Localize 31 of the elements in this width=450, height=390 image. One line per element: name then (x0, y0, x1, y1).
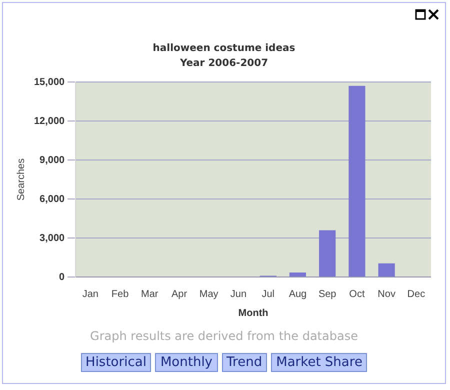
y-tick-label: 3,000 (40, 232, 66, 244)
text: Graph results are derived from the database (89, 329, 359, 343)
x-tick-label: Jan (82, 288, 98, 300)
bar (289, 272, 306, 276)
x-tick-label: Apr (171, 288, 188, 300)
x-tick-label: Dec (407, 288, 426, 300)
y-tick-label: 9,000 (40, 154, 66, 166)
x-tick-label: Jun (230, 288, 247, 300)
x-tick-label: Mar (141, 288, 159, 300)
chart-title: halloween costume ideas (152, 42, 296, 56)
x-tick-label: Feb (111, 288, 130, 300)
y-tick-label: 15,000 (34, 76, 66, 88)
x-tick-label: Nov (378, 288, 396, 300)
text: Monthly (155, 353, 218, 372)
bar (378, 263, 395, 276)
chart-subtitle: Year 2006-2007 (178, 57, 270, 71)
bar (348, 86, 366, 276)
y-axis-title: Searches (16, 158, 27, 201)
text: Market Share (271, 353, 368, 372)
bar (319, 230, 336, 276)
x-axis-title: Month (238, 308, 268, 319)
x-tick-label: Oct (349, 288, 365, 300)
x-tick-label: May (199, 288, 218, 300)
x-tick-label: Sep (318, 288, 337, 300)
text: Trend (222, 353, 268, 372)
x-tick-label: Jul (262, 288, 274, 300)
y-tick-label: 12,000 (34, 116, 66, 127)
y-tick-label: 0 (59, 272, 66, 283)
text: Historical (80, 353, 152, 372)
y-tick-label: 6,000 (40, 194, 66, 205)
x-tick-label: Aug (288, 288, 307, 300)
